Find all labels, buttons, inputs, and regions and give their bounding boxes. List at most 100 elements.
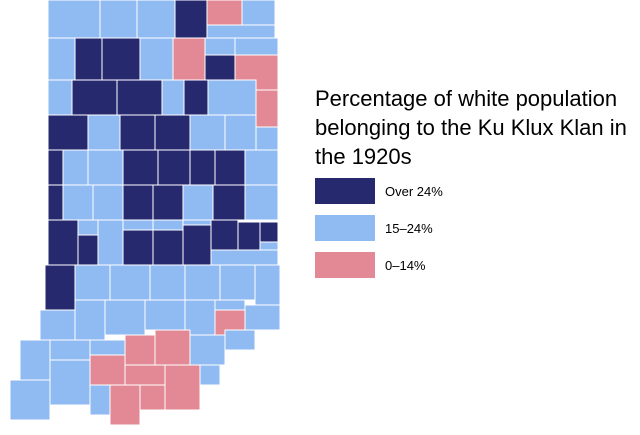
- county: [49, 339, 91, 361]
- county: [39, 309, 76, 341]
- county: [9, 379, 51, 421]
- county: [87, 114, 121, 151]
- county: [182, 219, 212, 226]
- legend-label: 0–14%: [385, 257, 426, 273]
- legend-swatch: [315, 178, 375, 204]
- county: [207, 79, 257, 116]
- county: [89, 354, 126, 386]
- county: [154, 114, 191, 151]
- county: [119, 114, 156, 151]
- county: [224, 329, 256, 351]
- county: [62, 184, 94, 221]
- county: [255, 126, 279, 151]
- county: [199, 364, 221, 386]
- county: [77, 234, 99, 266]
- county: [47, 0, 101, 39]
- county: [49, 359, 91, 406]
- county: [174, 0, 208, 39]
- county: [206, 24, 276, 39]
- county: [124, 364, 166, 386]
- county: [183, 79, 209, 116]
- county: [219, 264, 256, 301]
- legend-item: 15–24%: [315, 215, 433, 241]
- county: [210, 219, 239, 251]
- county: [87, 149, 124, 186]
- county: [254, 264, 281, 306]
- legend-label: 15–24%: [385, 220, 433, 236]
- county: [109, 264, 151, 301]
- legend-item: 0–14%: [315, 252, 425, 278]
- county: [122, 219, 154, 231]
- county: [19, 339, 51, 381]
- county: [212, 184, 246, 221]
- county: [189, 114, 226, 151]
- county: [71, 79, 118, 116]
- county: [189, 149, 216, 186]
- county: [47, 184, 64, 221]
- county: [122, 229, 154, 266]
- county: [259, 241, 279, 251]
- county: [259, 221, 279, 243]
- county: [206, 0, 243, 26]
- county: [139, 37, 174, 81]
- county: [124, 334, 156, 366]
- county: [172, 37, 206, 81]
- county: [149, 264, 186, 301]
- county: [136, 0, 176, 39]
- legend-swatch: [315, 252, 375, 278]
- county: [122, 184, 154, 221]
- county: [189, 334, 226, 366]
- county: [224, 114, 257, 151]
- county: [244, 149, 279, 186]
- county: [144, 299, 186, 331]
- county: [92, 184, 124, 221]
- county: [47, 219, 79, 266]
- county: [122, 149, 159, 186]
- county: [139, 384, 166, 411]
- county: [152, 229, 184, 266]
- county: [44, 264, 76, 311]
- county: [152, 219, 184, 231]
- legend-swatch: [315, 215, 375, 241]
- county: [184, 264, 221, 301]
- county: [214, 149, 246, 186]
- county: [237, 221, 261, 251]
- county: [204, 54, 236, 81]
- county: [74, 264, 111, 301]
- county: [101, 37, 141, 81]
- county: [97, 219, 124, 266]
- county: [234, 37, 279, 56]
- county: [77, 219, 99, 236]
- map: [9, 0, 281, 426]
- county: [214, 299, 246, 311]
- county: [244, 304, 281, 331]
- county: [161, 79, 185, 116]
- county: [241, 0, 276, 26]
- county: [116, 79, 163, 116]
- county: [164, 364, 201, 411]
- county: [104, 299, 146, 336]
- county: [182, 224, 212, 266]
- county: [47, 114, 89, 151]
- county: [74, 37, 103, 81]
- county: [152, 184, 184, 221]
- county: [157, 149, 191, 186]
- county: [47, 149, 64, 186]
- county: [255, 89, 279, 128]
- county: [89, 339, 126, 356]
- county: [204, 37, 236, 56]
- legend-label: Over 24%: [385, 183, 443, 199]
- county: [210, 249, 279, 266]
- county: [184, 299, 216, 336]
- county: [244, 184, 279, 221]
- county: [154, 329, 191, 366]
- county: [182, 184, 214, 221]
- legend-item: Over 24%: [315, 178, 443, 204]
- map-title: Percentage of white population belonging…: [315, 86, 627, 169]
- county: [47, 79, 73, 116]
- county: [109, 384, 141, 426]
- county: [62, 149, 89, 186]
- county: [99, 0, 138, 39]
- county: [47, 37, 76, 81]
